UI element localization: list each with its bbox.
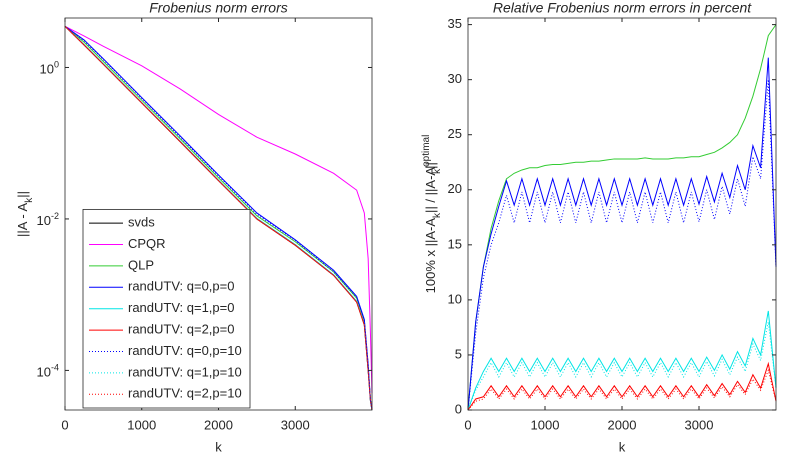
legend: svds CPQR QLP randUTV: q=0,p=0 randUTV: q=1,… bbox=[82, 208, 251, 409]
subplot: Relative Frobenius norm errors in percen… bbox=[421, 0, 777, 454]
series-line bbox=[467, 310, 777, 411]
y-axis-label-part: k bbox=[432, 212, 443, 218]
x-tick-label: 3000 bbox=[685, 417, 714, 432]
legend-label: randUTV: q=1,p=0 bbox=[128, 300, 234, 315]
y-axis-label-part: || / ||A-A bbox=[423, 167, 438, 213]
legend-label: CPQR bbox=[128, 236, 166, 251]
series-line bbox=[467, 24, 777, 411]
x-axis-label: k bbox=[215, 439, 222, 454]
y-tick-base: 10 bbox=[37, 213, 51, 228]
x-tick-label: 1000 bbox=[531, 417, 560, 432]
series-line bbox=[64, 25, 373, 394]
y-tick-label: 30 bbox=[448, 71, 462, 86]
y-axis-label-part: || bbox=[15, 191, 30, 198]
legend-label: QLP bbox=[128, 257, 154, 272]
series-line bbox=[64, 25, 373, 411]
y-axis-label-part: k bbox=[24, 197, 35, 203]
y-axis-label-part: 100% x ||A-A bbox=[423, 218, 438, 294]
legend-label: svds bbox=[128, 215, 155, 230]
y-tick-label: 35 bbox=[448, 16, 462, 31]
legend-label: randUTV: q=2,p=10 bbox=[128, 386, 242, 401]
y-axis-label-part: k bbox=[432, 168, 443, 174]
y-tick-label: 5 bbox=[455, 346, 462, 361]
y-tick-exponent: -4 bbox=[51, 363, 59, 373]
x-tick-label: 2000 bbox=[204, 417, 233, 432]
chart-title: Relative Frobenius norm errors in percen… bbox=[493, 0, 752, 16]
y-tick-label: 25 bbox=[448, 126, 462, 141]
x-tick-label: 1000 bbox=[127, 417, 156, 432]
legend-label: randUTV: q=2,p=0 bbox=[128, 322, 234, 337]
y-tick-label: 10-2 bbox=[37, 211, 59, 228]
y-axis-label: ||A - Ak|| bbox=[15, 191, 35, 237]
series-line bbox=[467, 361, 777, 411]
y-axis-label-part: || bbox=[423, 162, 438, 169]
legend-label: randUTV: q=0,p=0 bbox=[128, 279, 234, 294]
y-tick-base: 10 bbox=[37, 365, 51, 380]
x-axis-label: k bbox=[619, 439, 626, 454]
y-tick-label: 100 bbox=[40, 60, 59, 77]
y-tick-label: 15 bbox=[448, 236, 462, 251]
chart-title: Frobenius norm errors bbox=[149, 0, 288, 16]
y-tick-label: 0 bbox=[455, 401, 462, 416]
y-tick-exponent: 0 bbox=[54, 60, 59, 70]
y-axis-label-part: ||A - A bbox=[15, 202, 30, 237]
series-line bbox=[467, 368, 777, 411]
y-axis-label: 100% x ||A-Ak|| / ||A-Aoptimalk|| bbox=[421, 135, 443, 294]
y-tick-label: 10-4 bbox=[37, 363, 59, 380]
y-tick-label: 20 bbox=[448, 181, 462, 196]
y-tick-exponent: -2 bbox=[51, 211, 59, 221]
x-tick-label: 3000 bbox=[281, 417, 310, 432]
x-tick-label: 0 bbox=[61, 417, 68, 432]
y-tick-base: 10 bbox=[40, 62, 54, 77]
legend-label: randUTV: q=0,p=10 bbox=[128, 343, 242, 358]
y-tick-label: 10 bbox=[448, 291, 462, 306]
series-line bbox=[467, 321, 777, 411]
x-tick-label: 2000 bbox=[608, 417, 637, 432]
axes-box bbox=[467, 17, 777, 411]
series-line bbox=[467, 79, 777, 411]
series-line bbox=[64, 25, 373, 411]
series-line bbox=[467, 57, 777, 411]
x-tick-label: 0 bbox=[464, 417, 471, 432]
y-axis-label-part: optimal bbox=[421, 135, 432, 167]
legend-label: randUTV: q=1,p=10 bbox=[128, 364, 242, 379]
